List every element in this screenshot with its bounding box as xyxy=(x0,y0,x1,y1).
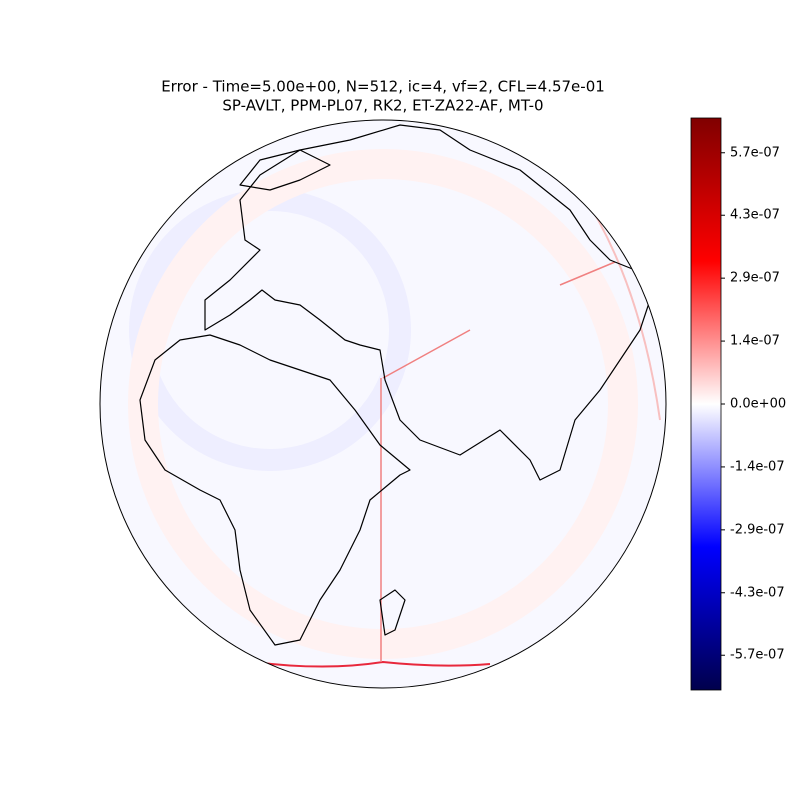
colorbar-tick-label: -5.7e-07 xyxy=(730,648,785,663)
colorbar-tick-label: -2.9e-07 xyxy=(730,522,785,537)
error-band xyxy=(128,149,638,659)
error-artifact xyxy=(239,659,491,668)
coastline xyxy=(379,589,406,636)
error-artifact xyxy=(380,261,616,662)
globe xyxy=(100,120,666,688)
colorbar-tick-label: 5.7e-07 xyxy=(730,145,780,160)
coastline xyxy=(139,334,411,646)
colorbar-tick-label: 4.3e-07 xyxy=(730,208,780,223)
colorbar-tick-label: -1.4e-07 xyxy=(730,459,785,474)
chart-subtitle: SP-AVLT, PPM-PL07, RK2, ET-ZA22-AF, MT-0 xyxy=(222,97,543,115)
colorbar-tick-label: 1.4e-07 xyxy=(730,334,780,349)
colorbar-tick-label: 2.9e-07 xyxy=(730,271,780,286)
colorbar-tick-label: -4.3e-07 xyxy=(730,585,785,600)
coastline xyxy=(204,124,651,481)
chart-title: Error - Time=5.00e+00, N=512, ic=4, vf=2… xyxy=(161,78,605,96)
colorbar-tick-label: 0.0e+00 xyxy=(730,397,786,412)
colorbar xyxy=(691,118,721,690)
globe-outline xyxy=(99,119,667,689)
coastline xyxy=(239,149,331,191)
